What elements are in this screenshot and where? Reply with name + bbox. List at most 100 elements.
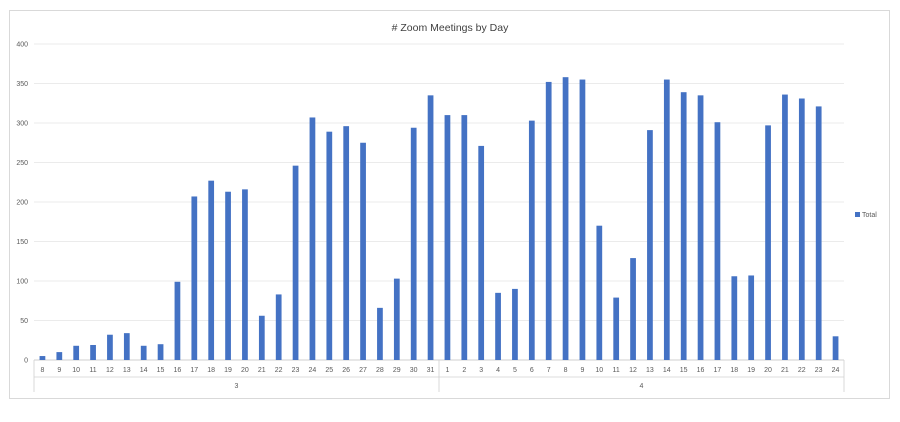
y-axis: 0 50 100 150 200 250 300 350 400 — [16, 42, 28, 365]
group-label: 3 — [235, 383, 239, 390]
bar — [832, 336, 839, 360]
bar — [478, 145, 485, 360]
bar — [427, 95, 434, 360]
x-tick-label: 20 — [764, 367, 772, 374]
bar — [39, 356, 46, 360]
x-tick-label: 10 — [72, 367, 80, 374]
x-axis: 8 9 10 11 12 13 14 15 16 17 18 19 20 21 22 23 24 25 26 27 28… — [33, 360, 845, 392]
x-tick-label: 11 — [89, 367, 96, 374]
x-tick-label: 11 — [613, 367, 620, 374]
x-tick-label: 19 — [224, 367, 232, 374]
x-tick-label: 21 — [781, 367, 789, 374]
x-tick-label: 15 — [680, 367, 688, 374]
x-tick-label: 15 — [157, 367, 165, 374]
x-tick-label: 31 — [427, 367, 435, 374]
x-tick-label: 16 — [697, 367, 705, 374]
x-tick-label: 4 — [496, 367, 500, 374]
x-tick-label: 18 — [730, 367, 738, 374]
bar — [242, 189, 248, 360]
x-tick-label: 9 — [57, 367, 61, 374]
bar — [714, 122, 721, 361]
x-tick-label: 28 — [376, 367, 384, 374]
bar — [174, 281, 181, 360]
bar — [613, 297, 620, 360]
y-tick-label: 300 — [16, 121, 28, 128]
bar — [596, 225, 603, 360]
bar — [579, 79, 586, 361]
x-tick-label: 10 — [595, 367, 603, 374]
bar — [73, 345, 80, 360]
bar — [56, 352, 63, 360]
bar — [748, 275, 755, 360]
bar — [731, 276, 738, 360]
bar — [191, 196, 198, 360]
x-tick-label: 20 — [241, 367, 249, 374]
bar — [528, 120, 535, 360]
bar — [663, 79, 670, 361]
gridlines — [34, 43, 844, 361]
x-tick-label: 17 — [714, 367, 722, 374]
x-tick-label: 7 — [547, 367, 551, 374]
x-tick-label: 6 — [530, 367, 534, 374]
x-tick-label: 3 — [479, 367, 483, 374]
bar — [512, 288, 518, 360]
x-tick-label: 21 — [258, 367, 266, 374]
group-label: 4 — [640, 383, 644, 390]
bar — [393, 278, 400, 360]
legend: Total — [855, 212, 877, 219]
bar — [107, 334, 113, 360]
bar — [410, 127, 417, 361]
bar — [157, 344, 164, 360]
bar — [360, 142, 366, 360]
x-tick-label: 17 — [190, 367, 198, 374]
x-tick-label: 12 — [629, 367, 637, 374]
bar — [140, 345, 147, 360]
x-tick-label: 9 — [580, 367, 584, 374]
x-tick-label: 8 — [564, 367, 568, 374]
bar — [647, 130, 653, 360]
bar — [680, 92, 687, 360]
x-tick-label: 22 — [275, 367, 283, 374]
y-tick-label: 150 — [16, 239, 28, 246]
y-tick-label: 0 — [24, 358, 28, 365]
x-tick-label: 23 — [292, 367, 300, 374]
bar — [326, 131, 333, 360]
x-tick-label: 16 — [174, 367, 182, 374]
x-tick-label: 8 — [40, 367, 44, 374]
x-tick-label: 26 — [342, 367, 350, 374]
bar — [461, 115, 468, 360]
y-tick-label: 250 — [16, 160, 28, 167]
x-tick-label: 19 — [747, 367, 755, 374]
x-tick-label: 2 — [462, 367, 466, 374]
y-tick-label: 200 — [16, 200, 28, 207]
bar — [343, 126, 350, 360]
bar — [292, 165, 299, 360]
x-tick-label: 18 — [207, 367, 215, 374]
bar — [765, 125, 771, 361]
bar — [562, 77, 569, 361]
bar — [225, 191, 231, 360]
x-tick-label: 22 — [798, 367, 806, 374]
bar — [309, 117, 316, 360]
x-tick-label: 25 — [325, 367, 333, 374]
x-tick-label: 24 — [832, 367, 840, 374]
bar — [208, 180, 215, 360]
x-tick-label: 23 — [815, 367, 823, 374]
x-tick-label: 29 — [393, 367, 401, 374]
x-tick-label: 13 — [646, 367, 654, 374]
x-tick-label: 5 — [513, 367, 517, 374]
bar — [275, 294, 282, 360]
bar — [545, 81, 552, 361]
chart-area: # Zoom Meetings by Day 0 50 100 150 200 250 30… — [9, 10, 890, 399]
x-tick-label: 12 — [106, 367, 114, 374]
y-tick-label: 100 — [16, 279, 28, 286]
x-tick-label: 27 — [359, 367, 367, 374]
x-tick-label: 30 — [410, 367, 418, 374]
bar — [798, 98, 805, 360]
bar — [377, 307, 383, 360]
y-tick-label: 400 — [16, 42, 28, 49]
bar — [815, 106, 822, 360]
bar — [697, 95, 704, 360]
legend-label: Total — [862, 212, 877, 219]
bar-chart: # Zoom Meetings by Day 05010015020025030… — [16, 22, 877, 392]
